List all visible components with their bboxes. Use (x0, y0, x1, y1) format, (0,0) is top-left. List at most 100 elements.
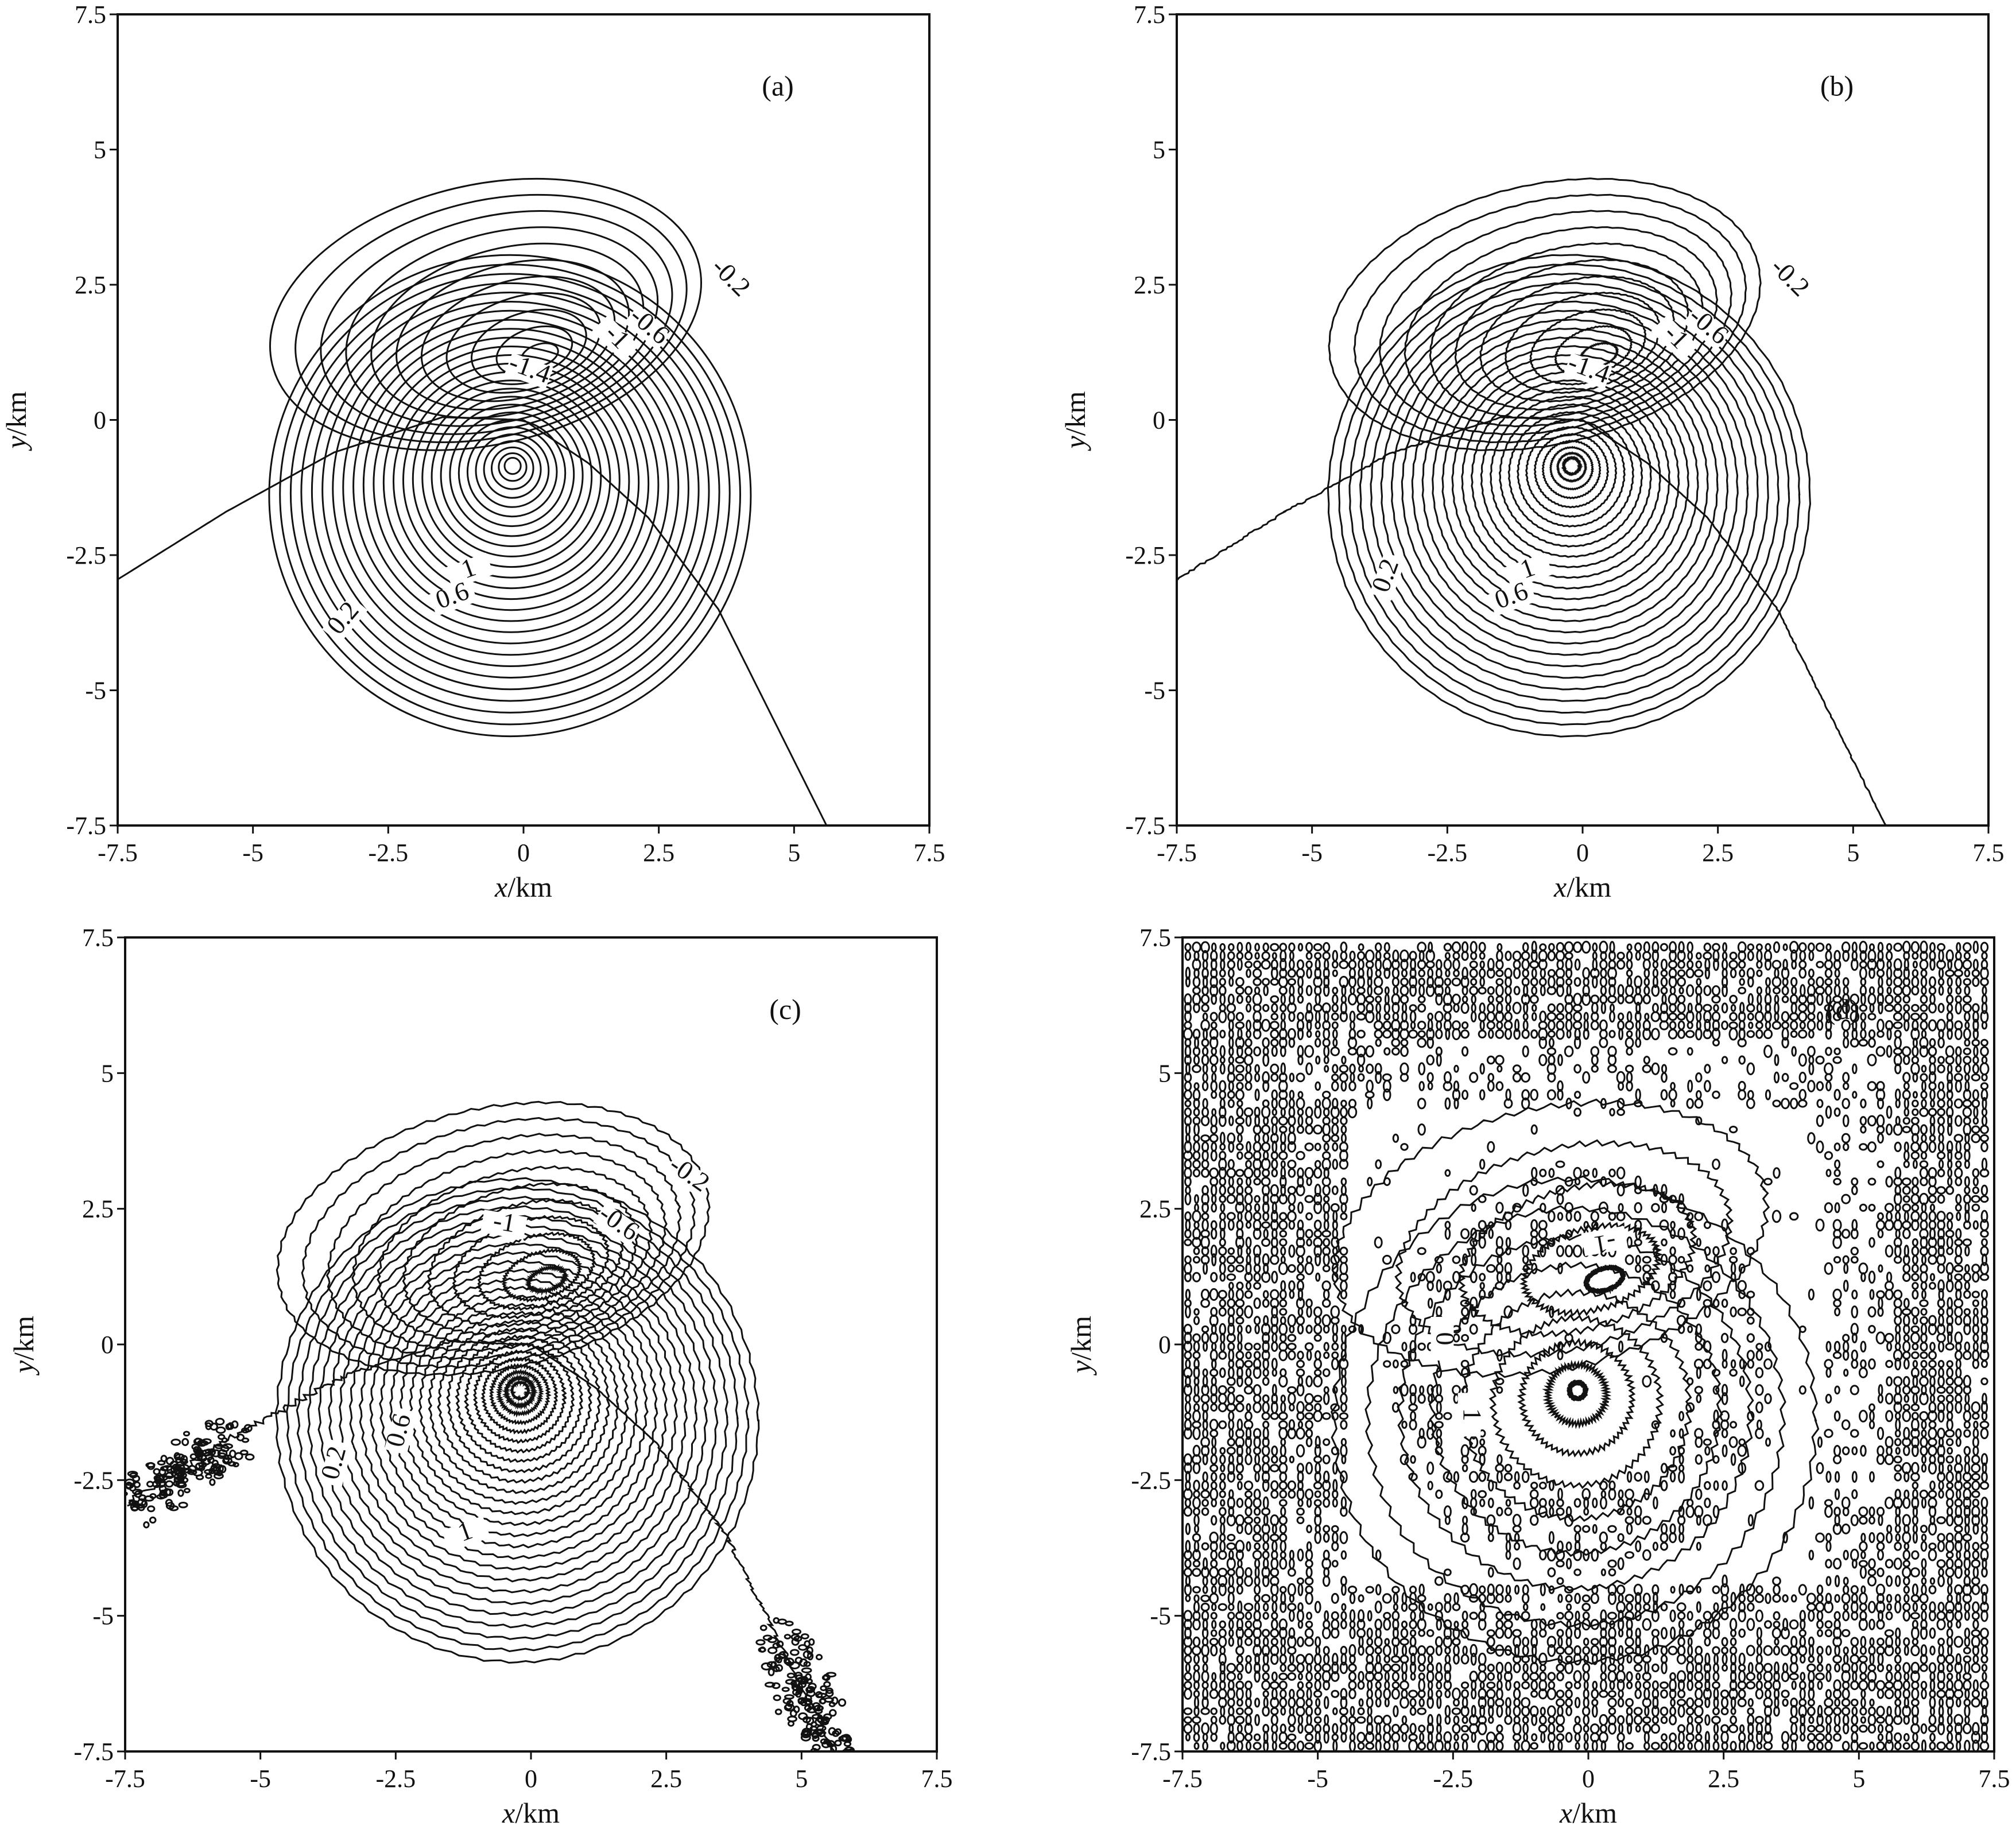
noise-speck (205, 1473, 212, 1479)
noise-speck (1860, 1635, 1867, 1648)
noise-speck (1219, 1045, 1226, 1058)
noise-speck (1271, 1158, 1278, 1170)
noise-speck (1981, 1253, 1988, 1266)
noise-speck (1269, 1021, 1280, 1030)
noise-speck (1262, 1340, 1270, 1353)
noise-speck (776, 1640, 784, 1648)
noise-speck (1339, 975, 1349, 989)
noise-speck (1323, 1731, 1329, 1744)
noise-speck (1573, 993, 1583, 1006)
noise-speck (1306, 1350, 1312, 1361)
noise-speck (1946, 1498, 1954, 1508)
noise-speck (1608, 1212, 1616, 1221)
noise-speck (1556, 1507, 1565, 1516)
noise-speck (1323, 1392, 1330, 1405)
noise-speck (1937, 1003, 1945, 1013)
noise-speck (1806, 1592, 1816, 1604)
noise-speck (1954, 1028, 1963, 1040)
noise-speck (1902, 1566, 1912, 1579)
noise-speck (1426, 1722, 1434, 1735)
noise-speck (1479, 1158, 1486, 1170)
noise-speck (1860, 1029, 1867, 1040)
noise-speck (1331, 1446, 1339, 1456)
noise-speck (1695, 985, 1703, 996)
noise-speck (1886, 1376, 1893, 1387)
noise-speck (1226, 1255, 1236, 1265)
noise-speck (1903, 1733, 1910, 1742)
noise-speck (1642, 1064, 1652, 1073)
noise-speck (1235, 1169, 1245, 1177)
noise-speck (1982, 1704, 1987, 1718)
noise-speck (1565, 1689, 1573, 1699)
noise-speck (1305, 1567, 1313, 1578)
noise-speck (1947, 1079, 1953, 1093)
noise-speck (1201, 1325, 1209, 1334)
noise-speck (825, 1687, 833, 1694)
noise-speck (1660, 1523, 1668, 1535)
noise-speck (1201, 1566, 1209, 1579)
noise-speck (1461, 1046, 1469, 1057)
noise-speck (1677, 1020, 1685, 1030)
noise-speck (1469, 1072, 1479, 1083)
noise-speck (1920, 1723, 1928, 1734)
noise-speck (1964, 1637, 1971, 1647)
noise-speck (1471, 1253, 1477, 1266)
noise-speck (1687, 1498, 1694, 1507)
noise-speck (1954, 1167, 1963, 1179)
noise-speck (1895, 1115, 1901, 1126)
noise-speck (1461, 1464, 1468, 1472)
noise-speck (1635, 1592, 1642, 1605)
noise-speck (1875, 1046, 1886, 1057)
noise-speck (1375, 1159, 1382, 1169)
noise-speck (1185, 976, 1191, 987)
noise-speck (1687, 1212, 1694, 1221)
noise-speck (1738, 1055, 1746, 1065)
noise-speck (1331, 1117, 1339, 1125)
noise-speck (1955, 1115, 1963, 1127)
noise-speck (1261, 1176, 1271, 1187)
noise-speck (1331, 1021, 1339, 1029)
noise-speck (1712, 1090, 1720, 1099)
noise-speck (1722, 1444, 1728, 1458)
noise-speck (1851, 1600, 1859, 1614)
noise-speck (1183, 1716, 1192, 1724)
noise-speck (1332, 1038, 1338, 1048)
noise-speck (1677, 1704, 1685, 1718)
noise-speck (1254, 1195, 1261, 1203)
noise-speck (1514, 1018, 1520, 1032)
noise-speck (1834, 1385, 1840, 1395)
noise-speck (1980, 1305, 1988, 1318)
noise-speck (1410, 1021, 1416, 1030)
noise-speck (1660, 1254, 1668, 1266)
noise-speck (1921, 1455, 1927, 1464)
noise-speck (1470, 1227, 1477, 1240)
noise-speck (1245, 1160, 1252, 1169)
noise-speck (1885, 1739, 1894, 1751)
noise-speck (1910, 1428, 1920, 1439)
noise-speck (1669, 1706, 1677, 1716)
noise-speck (1763, 1045, 1773, 1058)
noise-speck (1347, 1106, 1358, 1119)
noise-speck (1711, 985, 1721, 996)
noise-speck (1305, 1106, 1313, 1118)
noise-speck (1971, 1584, 1980, 1595)
noise-speck (1695, 1645, 1703, 1656)
noise-speck (1928, 1585, 1937, 1595)
noise-speck (1972, 1063, 1979, 1075)
noise-speck (1236, 1444, 1243, 1458)
noise-speck (1800, 1619, 1806, 1630)
noise-speck (1945, 1688, 1955, 1700)
noise-speck (1798, 1325, 1806, 1333)
noise-speck (1521, 993, 1530, 1006)
noise-speck (1565, 1245, 1573, 1258)
noise-speck (1851, 1489, 1858, 1499)
noise-speck (1192, 1333, 1201, 1343)
noise-speck (1209, 1055, 1219, 1066)
noise-speck (1739, 1358, 1745, 1370)
noise-speck (1367, 1177, 1373, 1187)
noise-speck (1209, 984, 1219, 997)
noise-speck (1436, 1401, 1442, 1414)
noise-speck (1798, 1029, 1808, 1039)
noise-speck (1635, 1680, 1642, 1690)
noise-speck (1547, 1644, 1556, 1657)
